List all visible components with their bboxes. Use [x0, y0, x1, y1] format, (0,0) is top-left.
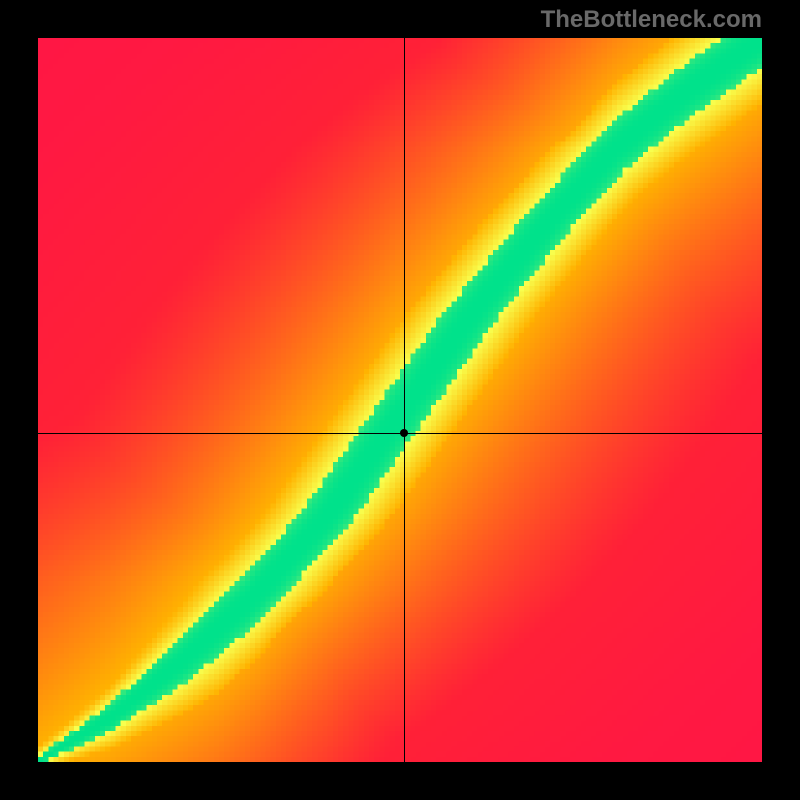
bottleneck-heatmap: [38, 38, 762, 762]
attribution-text: TheBottleneck.com: [541, 6, 762, 34]
chart-container: { "attribution": "TheBottleneck.com", "a…: [0, 0, 800, 800]
crosshair-dot: [400, 429, 408, 437]
crosshair-vertical: [404, 38, 405, 762]
